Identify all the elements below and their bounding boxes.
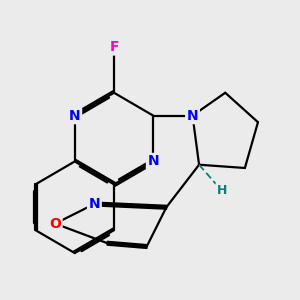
Text: H: H [217, 184, 227, 197]
Text: N: N [148, 154, 159, 169]
Text: N: N [88, 197, 100, 211]
Text: N: N [69, 109, 81, 123]
Text: O: O [49, 217, 61, 231]
Text: N: N [187, 109, 198, 123]
Text: F: F [109, 40, 119, 54]
